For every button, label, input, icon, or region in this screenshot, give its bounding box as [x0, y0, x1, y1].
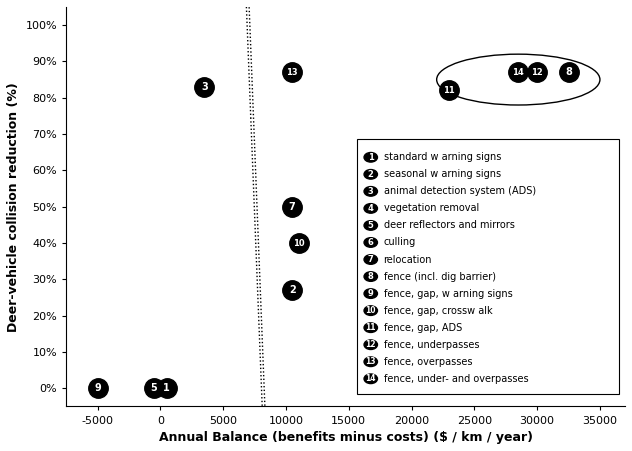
Circle shape: [364, 289, 377, 299]
Text: 10: 10: [365, 306, 376, 315]
Circle shape: [364, 238, 377, 247]
Text: fence, overpasses: fence, overpasses: [384, 357, 472, 367]
Circle shape: [364, 203, 377, 213]
Text: 12: 12: [532, 68, 543, 77]
Circle shape: [364, 306, 377, 315]
Text: 3: 3: [201, 82, 208, 92]
Circle shape: [364, 255, 377, 264]
Text: 8: 8: [565, 67, 572, 77]
Circle shape: [364, 340, 377, 350]
Text: fence, gap, crossw alk: fence, gap, crossw alk: [384, 306, 492, 316]
Text: seasonal w arning signs: seasonal w arning signs: [384, 169, 501, 179]
Text: 2: 2: [289, 285, 296, 295]
Text: 14: 14: [513, 68, 524, 77]
Text: 9: 9: [368, 289, 374, 298]
Text: 10: 10: [293, 239, 305, 248]
Text: fence, gap, ADS: fence, gap, ADS: [384, 322, 462, 333]
Text: 5: 5: [368, 221, 374, 230]
Text: relocation: relocation: [384, 254, 432, 265]
Text: standard w arning signs: standard w arning signs: [384, 152, 501, 162]
Text: 1: 1: [368, 153, 374, 162]
Text: vegetation removal: vegetation removal: [384, 203, 479, 213]
Circle shape: [364, 374, 377, 383]
Text: 2: 2: [368, 170, 374, 179]
Text: 3: 3: [368, 187, 374, 196]
Text: 9: 9: [94, 383, 101, 393]
Text: 6: 6: [368, 238, 374, 247]
Text: fence (incl. dig barrier): fence (incl. dig barrier): [384, 272, 495, 281]
Text: 7: 7: [289, 202, 296, 212]
Text: 4: 4: [368, 204, 374, 213]
Text: deer reflectors and mirrors: deer reflectors and mirrors: [384, 221, 514, 230]
Circle shape: [364, 357, 377, 367]
Text: 13: 13: [286, 68, 298, 77]
Circle shape: [364, 221, 377, 230]
Text: animal detection system (ADS): animal detection system (ADS): [384, 186, 536, 196]
Text: 14: 14: [365, 374, 376, 383]
Text: 12: 12: [365, 340, 376, 349]
Text: 11: 11: [365, 323, 376, 332]
Circle shape: [364, 152, 377, 162]
Text: 1: 1: [163, 383, 170, 393]
Circle shape: [364, 187, 377, 196]
Text: 11: 11: [443, 86, 455, 95]
Text: fence, under- and overpasses: fence, under- and overpasses: [384, 374, 528, 384]
Text: 6: 6: [402, 202, 409, 212]
Y-axis label: Deer-vehicle collision reduction (%): Deer-vehicle collision reduction (%): [7, 82, 20, 331]
Text: 7: 7: [368, 255, 374, 264]
Text: 8: 8: [368, 272, 374, 281]
Text: 13: 13: [365, 357, 376, 366]
X-axis label: Annual Balance (benefits minus costs) ($ / km / year): Annual Balance (benefits minus costs) ($…: [159, 431, 533, 444]
Text: 5: 5: [150, 383, 157, 393]
Circle shape: [364, 323, 377, 332]
FancyBboxPatch shape: [357, 139, 619, 395]
Text: fence, gap, w arning signs: fence, gap, w arning signs: [384, 289, 513, 299]
Circle shape: [364, 272, 377, 281]
Text: 4: 4: [370, 245, 377, 255]
Circle shape: [364, 170, 377, 179]
Text: fence, underpasses: fence, underpasses: [384, 340, 479, 350]
Text: culling: culling: [384, 238, 416, 248]
